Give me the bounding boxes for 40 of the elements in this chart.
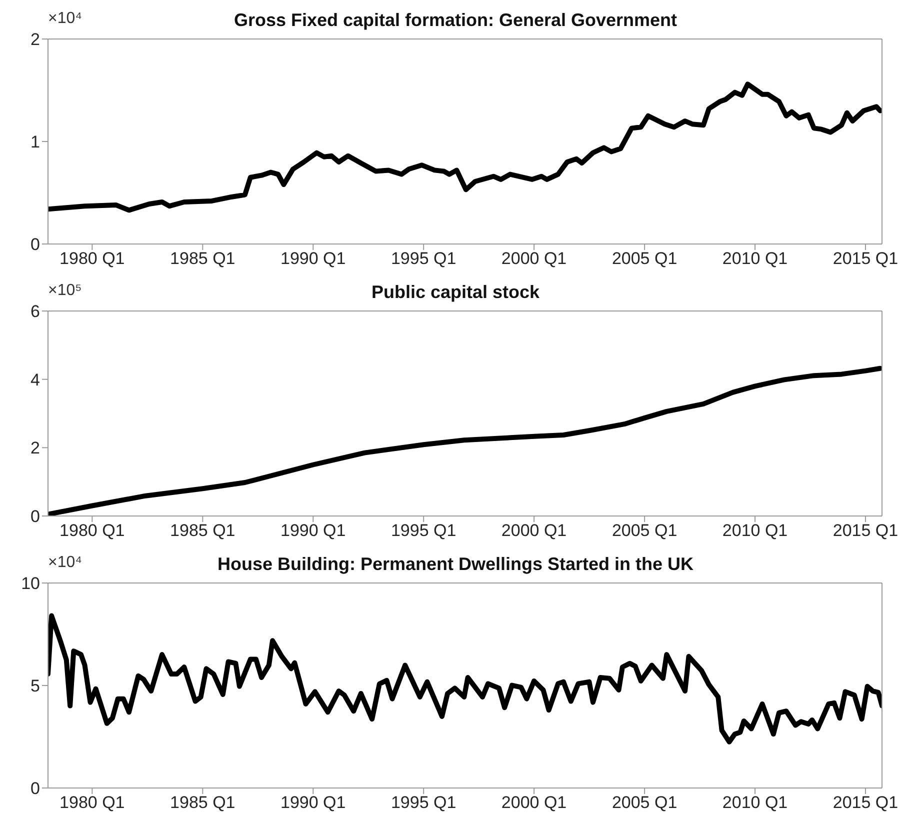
text: ×10⁴ <box>48 554 82 572</box>
x-tick-label: 2000 Q1 <box>501 521 567 540</box>
y-tick-label: 1 <box>30 132 40 152</box>
text: ×10⁴ <box>48 10 82 28</box>
y-tick-label: 6 <box>30 302 40 322</box>
x-tick-label: 1980 Q1 <box>60 521 125 540</box>
y-tick-label: 0 <box>30 507 40 526</box>
y-tick-label: 0 <box>30 779 40 798</box>
x-tick-label: 2010 Q1 <box>722 249 788 268</box>
x-tick-label: 2005 Q1 <box>612 793 678 812</box>
x-tick-label: 2015 Q1 <box>832 793 898 812</box>
chart-title: House Building: Permanent Dwellings Started in the UK <box>217 554 694 574</box>
x-tick-label: 2000 Q1 <box>501 793 567 812</box>
x-tick-label: 1995 Q1 <box>390 249 456 268</box>
chart-title: Public capital stock <box>371 282 540 302</box>
x-tick-label: 2015 Q1 <box>832 521 898 540</box>
x-tick-label: 1980 Q1 <box>60 793 125 812</box>
x-tick-label: 1985 Q1 <box>170 249 236 268</box>
x-tick-label: 1985 Q1 <box>170 521 236 540</box>
x-tick-label: 1990 Q1 <box>280 249 346 268</box>
x-tick-label: 2000 Q1 <box>501 249 567 268</box>
text: ×10⁵ <box>48 282 82 300</box>
x-tick-label: 2005 Q1 <box>612 249 678 268</box>
y-tick-label: 2 <box>30 30 40 50</box>
x-tick-label: 2005 Q1 <box>612 521 678 540</box>
x-tick-label: 1985 Q1 <box>170 793 236 812</box>
x-tick-label: 2015 Q1 <box>832 249 898 268</box>
y-tick-label: 2 <box>30 438 40 458</box>
x-tick-label: 1995 Q1 <box>390 793 456 812</box>
y-tick-label: 10 <box>21 574 40 594</box>
x-tick-label: 1990 Q1 <box>280 793 346 812</box>
x-tick-label: 1995 Q1 <box>390 521 456 540</box>
x-tick-label: 2010 Q1 <box>722 793 788 812</box>
y-tick-label: 5 <box>30 676 40 696</box>
x-tick-label: 1980 Q1 <box>60 249 125 268</box>
x-tick-label: 2010 Q1 <box>722 521 788 540</box>
x-tick-label: 1990 Q1 <box>280 521 346 540</box>
y-tick-label: 0 <box>30 235 40 254</box>
chart-title: Gross Fixed capital formation: General Government <box>234 10 678 30</box>
y-tick-label: 4 <box>30 370 40 390</box>
